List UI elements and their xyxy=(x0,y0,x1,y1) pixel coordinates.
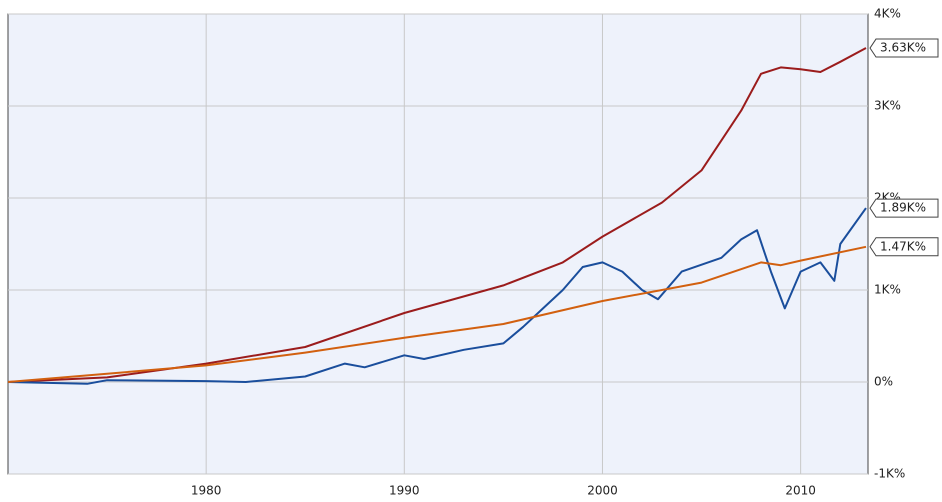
line xyxy=(7,47,867,383)
end-label-box xyxy=(869,198,939,218)
y-tick-label: 0% xyxy=(874,375,893,389)
end-label-box xyxy=(869,237,939,257)
end-label: 3.63K% xyxy=(880,41,926,55)
x-tick-label: 1980 xyxy=(191,484,222,498)
y-tick-label: -1K% xyxy=(874,467,905,481)
end-label: 1.47K% xyxy=(880,239,926,253)
x-tick-label: 1990 xyxy=(389,484,420,498)
plot-area xyxy=(7,13,869,475)
x-tick-label: 2010 xyxy=(785,484,816,498)
y-tick-label: 1K% xyxy=(874,283,901,297)
line xyxy=(7,245,867,383)
end-label-box xyxy=(869,38,939,58)
x-tick-label: 2000 xyxy=(587,484,618,498)
end-label: 1.89K% xyxy=(880,201,926,215)
y-tick-label: 3K% xyxy=(874,99,901,113)
y-tick-label: 4K% xyxy=(874,7,901,21)
line xyxy=(7,207,867,385)
